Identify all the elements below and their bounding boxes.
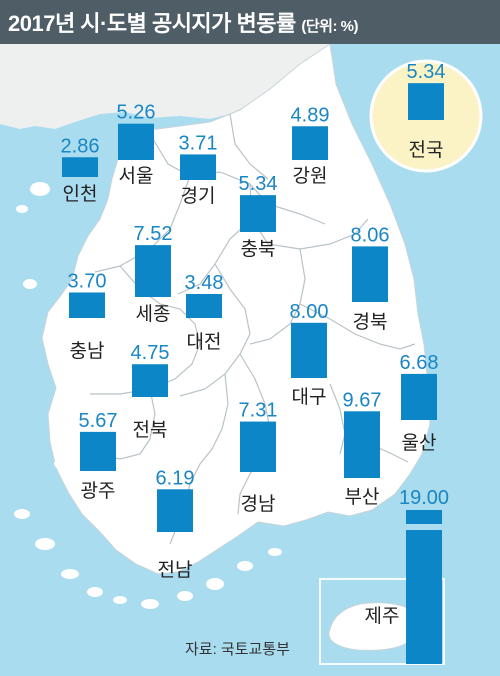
region-label-경남: 경남 <box>241 493 276 515</box>
value-label-전국: 5.34 <box>407 61 446 83</box>
title-bar: 2017년 시·도별 공시지가 변동률 (단위: %) <box>0 0 500 44</box>
region-label-광주: 광주 <box>81 480 116 502</box>
region-label-서울: 서울 <box>119 165 154 187</box>
region-label-전국: 전국 <box>409 139 444 161</box>
region-label-대구: 대구 <box>292 386 327 408</box>
bar-충북 <box>240 195 276 232</box>
value-label-울산: 6.68 <box>400 352 439 374</box>
value-label-부산: 9.67 <box>343 389 382 411</box>
unit-note: (단위: %) <box>301 18 358 35</box>
region-label-전남: 전남 <box>158 559 193 581</box>
chart-title-text: 2017년 시·도별 공시지가 변동률 <box>8 11 296 36</box>
value-label-대구: 8.00 <box>290 301 329 323</box>
bar-부산 <box>344 411 380 478</box>
region-label-경기: 경기 <box>181 185 216 207</box>
value-label-대전: 3.48 <box>185 272 224 294</box>
region-label-충남: 충남 <box>70 340 105 362</box>
value-label-강원: 4.89 <box>291 104 330 126</box>
bar-울산 <box>401 373 437 420</box>
value-label-전남: 6.19 <box>156 467 195 489</box>
north-land-shape <box>0 44 330 129</box>
mainland-shape <box>41 44 431 575</box>
bar-제주 <box>406 530 442 664</box>
value-label-인천: 2.86 <box>61 135 100 157</box>
bar-세종 <box>135 245 171 297</box>
bar-대구 <box>291 322 327 378</box>
region-label-대전: 대전 <box>187 331 222 353</box>
bar-전남 <box>157 489 193 532</box>
value-label-경기: 3.71 <box>179 132 218 154</box>
value-label-경북: 8.06 <box>351 224 390 246</box>
value-label-세종: 7.52 <box>134 223 173 245</box>
region-label-강원: 강원 <box>293 165 328 187</box>
value-label-충북: 5.34 <box>239 173 278 195</box>
value-label-전북: 4.75 <box>131 342 170 364</box>
region-label-부산: 부산 <box>345 486 380 508</box>
bar-전국 <box>408 83 444 120</box>
bar-인천 <box>62 157 98 177</box>
region-label-경북: 경북 <box>353 311 388 333</box>
region-label-제주: 제주 <box>365 605 400 627</box>
islands <box>14 182 282 609</box>
value-label-광주: 5.67 <box>79 410 118 432</box>
bar-서울 <box>118 123 154 160</box>
region-label-세종: 세종 <box>136 303 171 325</box>
bar-광주 <box>80 431 116 471</box>
region-label-울산: 울산 <box>402 432 437 454</box>
bars-layer: 2.86 인천 5.26 서울 3.71 경기 4.89 강원 5.34 충북 7.52 세종 3.70… <box>61 61 449 664</box>
chart-title: 2017년 시·도별 공시지가 변동률 (단위: %) <box>8 6 358 38</box>
bar-경북 <box>352 246 388 302</box>
bar-경남 <box>240 421 276 472</box>
bar-경기 <box>180 154 216 180</box>
region-label-충북: 충북 <box>241 238 276 260</box>
region-label-전북: 전북 <box>133 419 168 441</box>
bar-제주-top <box>406 510 442 524</box>
source-note: 자료: 국토교통부 <box>185 641 290 658</box>
jeju-inset-box <box>319 578 445 665</box>
value-label-경남: 7.31 <box>239 400 278 422</box>
value-label-충남: 3.70 <box>68 270 107 292</box>
value-label-제주: 19.00 <box>399 487 449 509</box>
bar-충남 <box>69 292 105 318</box>
bar-대전 <box>186 293 222 318</box>
value-label-서울: 5.26 <box>117 102 156 124</box>
region-label-인천: 인천 <box>63 183 98 205</box>
bar-강원 <box>292 126 328 160</box>
bar-전북 <box>132 364 168 397</box>
